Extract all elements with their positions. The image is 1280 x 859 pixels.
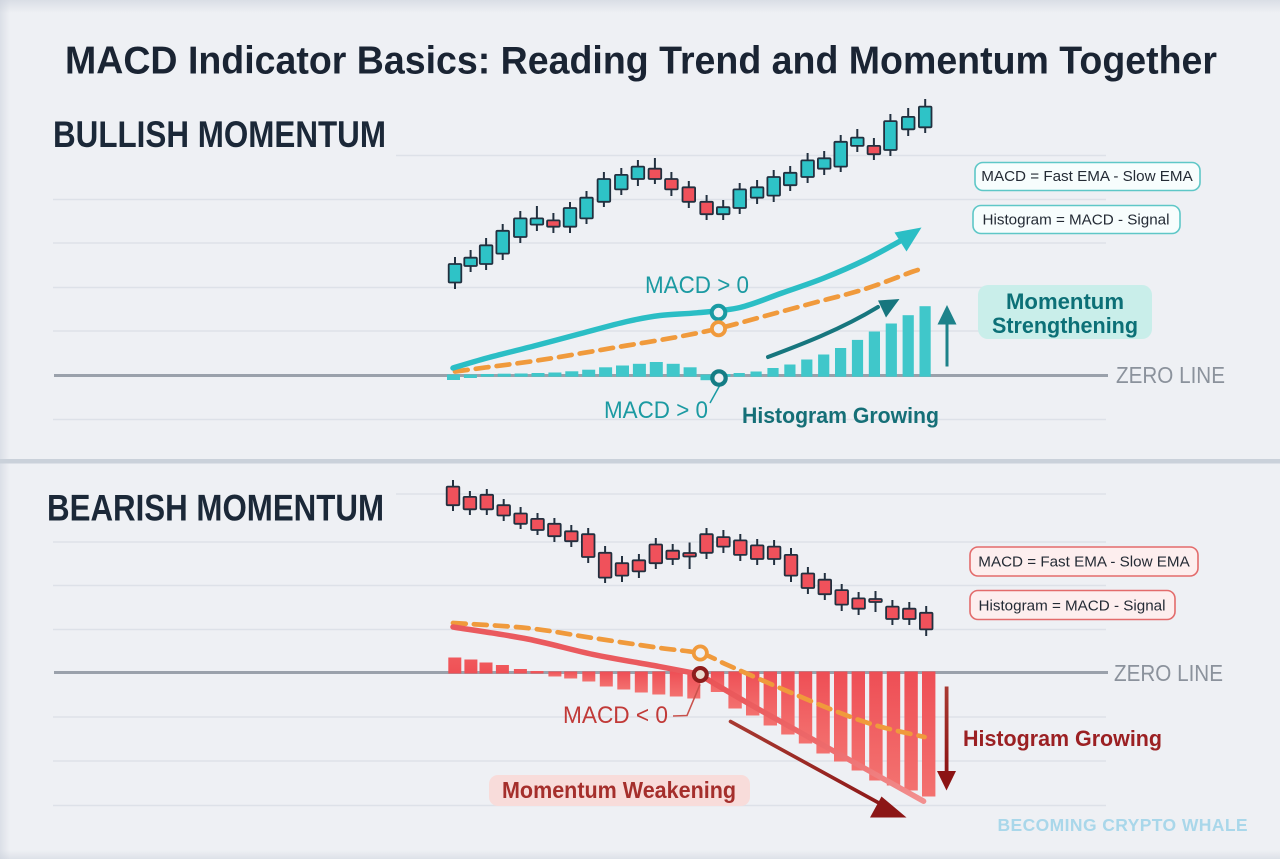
svg-text:ZERO LINE: ZERO LINE <box>1116 362 1225 388</box>
svg-text:MACD > 0: MACD > 0 <box>645 272 749 299</box>
svg-text:MACD Indicator Basics: Reading: MACD Indicator Basics: Reading Trend and… <box>65 40 1217 83</box>
svg-text:Histogram Growing: Histogram Growing <box>742 403 939 428</box>
svg-text:Momentum Weakening: Momentum Weakening <box>502 777 736 803</box>
svg-text:Momentum: Momentum <box>1006 289 1124 314</box>
svg-text:MACD = Fast EMA - Slow EMA: MACD = Fast EMA - Slow EMA <box>981 168 1193 185</box>
svg-text:MACD = Fast EMA - Slow EMA: MACD = Fast EMA - Slow EMA <box>978 554 1190 571</box>
svg-text:Histogram Growing: Histogram Growing <box>963 726 1162 751</box>
svg-text:MACD > 0: MACD > 0 <box>604 397 708 424</box>
svg-text:ZERO LINE: ZERO LINE <box>1114 660 1223 686</box>
svg-text:BECOMING CRYPTO WHALE: BECOMING CRYPTO WHALE <box>998 815 1249 835</box>
svg-text:BEARISH MOMENTUM: BEARISH MOMENTUM <box>47 488 384 529</box>
svg-text:MACD < 0: MACD < 0 <box>563 702 668 729</box>
svg-text:BULLISH MOMENTUM: BULLISH MOMENTUM <box>53 114 386 155</box>
svg-text:Histogram = MACD - Signal: Histogram = MACD - Signal <box>983 212 1170 229</box>
svg-text:Histogram = MACD - Signal: Histogram = MACD - Signal <box>979 598 1166 615</box>
svg-text:Strengthening: Strengthening <box>992 313 1138 338</box>
